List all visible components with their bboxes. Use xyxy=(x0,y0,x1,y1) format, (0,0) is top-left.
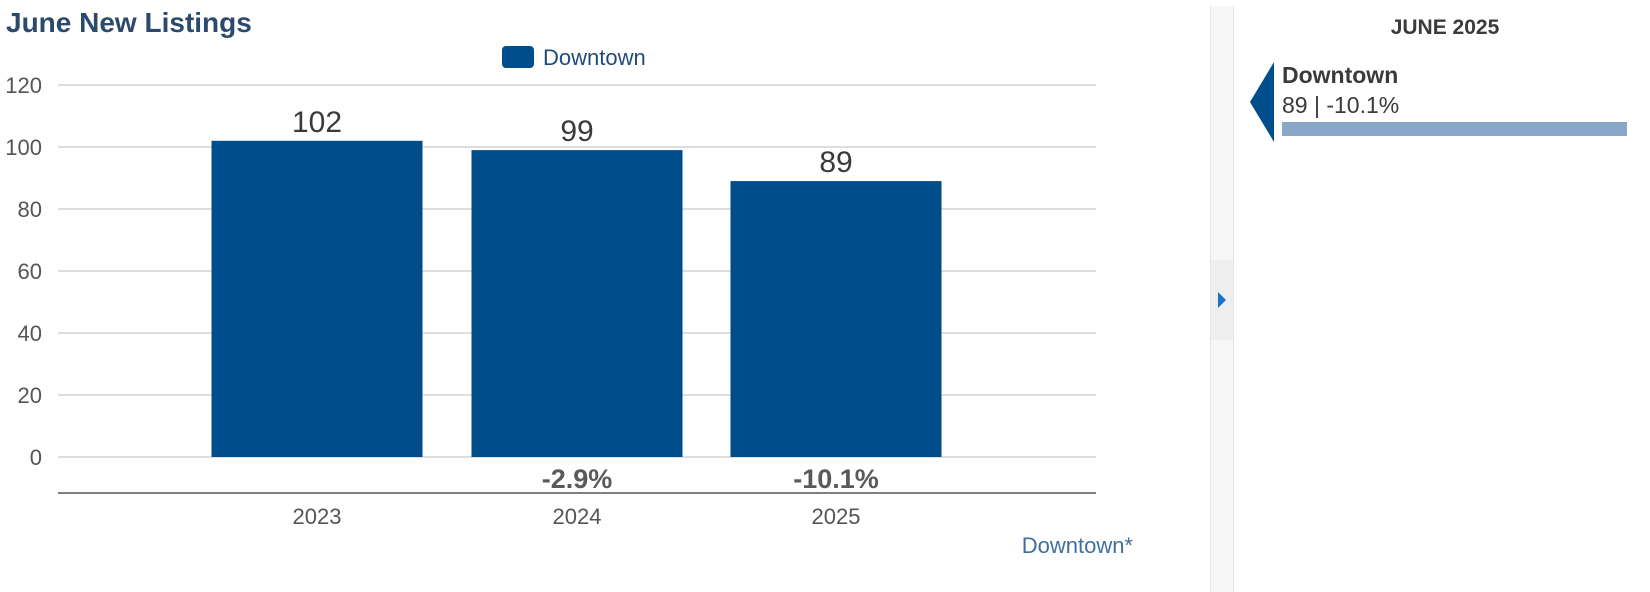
bar-chart: June New Listings Downtown 0 20 40 60 80 100 120… xyxy=(5,7,1134,558)
bar-2024 xyxy=(471,150,683,457)
y-tick-label: 80 xyxy=(18,197,42,222)
bar-2025 xyxy=(730,181,942,457)
panel-series-value: 89 | -10.1% xyxy=(1282,92,1400,118)
bar-change-label: -2.9% xyxy=(542,464,613,494)
y-tick-label: 60 xyxy=(18,259,42,284)
y-tick-label: 0 xyxy=(30,445,42,470)
bar-change-label: -10.1% xyxy=(793,464,879,494)
collapse-panel-button[interactable] xyxy=(1211,260,1233,340)
footer-series-link[interactable]: Downtown* xyxy=(1022,533,1134,558)
bar-value-label: 99 xyxy=(560,115,593,148)
panel-series-bar-fill xyxy=(1282,122,1627,136)
bar-value-label: 89 xyxy=(819,146,852,179)
x-tick-label: 2025 xyxy=(812,504,861,529)
panel-series-name: Downtown xyxy=(1282,62,1399,88)
collapse-strip xyxy=(1210,6,1234,592)
bar-value-label: 102 xyxy=(292,106,342,139)
triangle-right-icon xyxy=(1218,292,1226,308)
x-tick-label: 2024 xyxy=(553,504,602,529)
y-tick-label: 40 xyxy=(18,321,42,346)
y-tick-label: 120 xyxy=(5,73,42,98)
chart-title: June New Listings xyxy=(6,7,252,38)
bar-2023 xyxy=(211,140,423,458)
legend-swatch xyxy=(502,46,534,68)
selection-pointer-icon xyxy=(1250,62,1274,142)
y-tick-label: 100 xyxy=(5,135,42,160)
x-tick-label: 2023 xyxy=(293,504,342,529)
panel-series-bar xyxy=(1282,122,1627,136)
side-panel: JUNE 2025 Downtown 89 | -10.1% xyxy=(1240,0,1650,592)
y-tick-label: 20 xyxy=(18,383,42,408)
legend-label: Downtown xyxy=(543,45,646,70)
panel-series-card[interactable]: Downtown 89 | -10.1% xyxy=(1248,62,1648,142)
panel-period-title: JUNE 2025 xyxy=(1390,16,1500,39)
